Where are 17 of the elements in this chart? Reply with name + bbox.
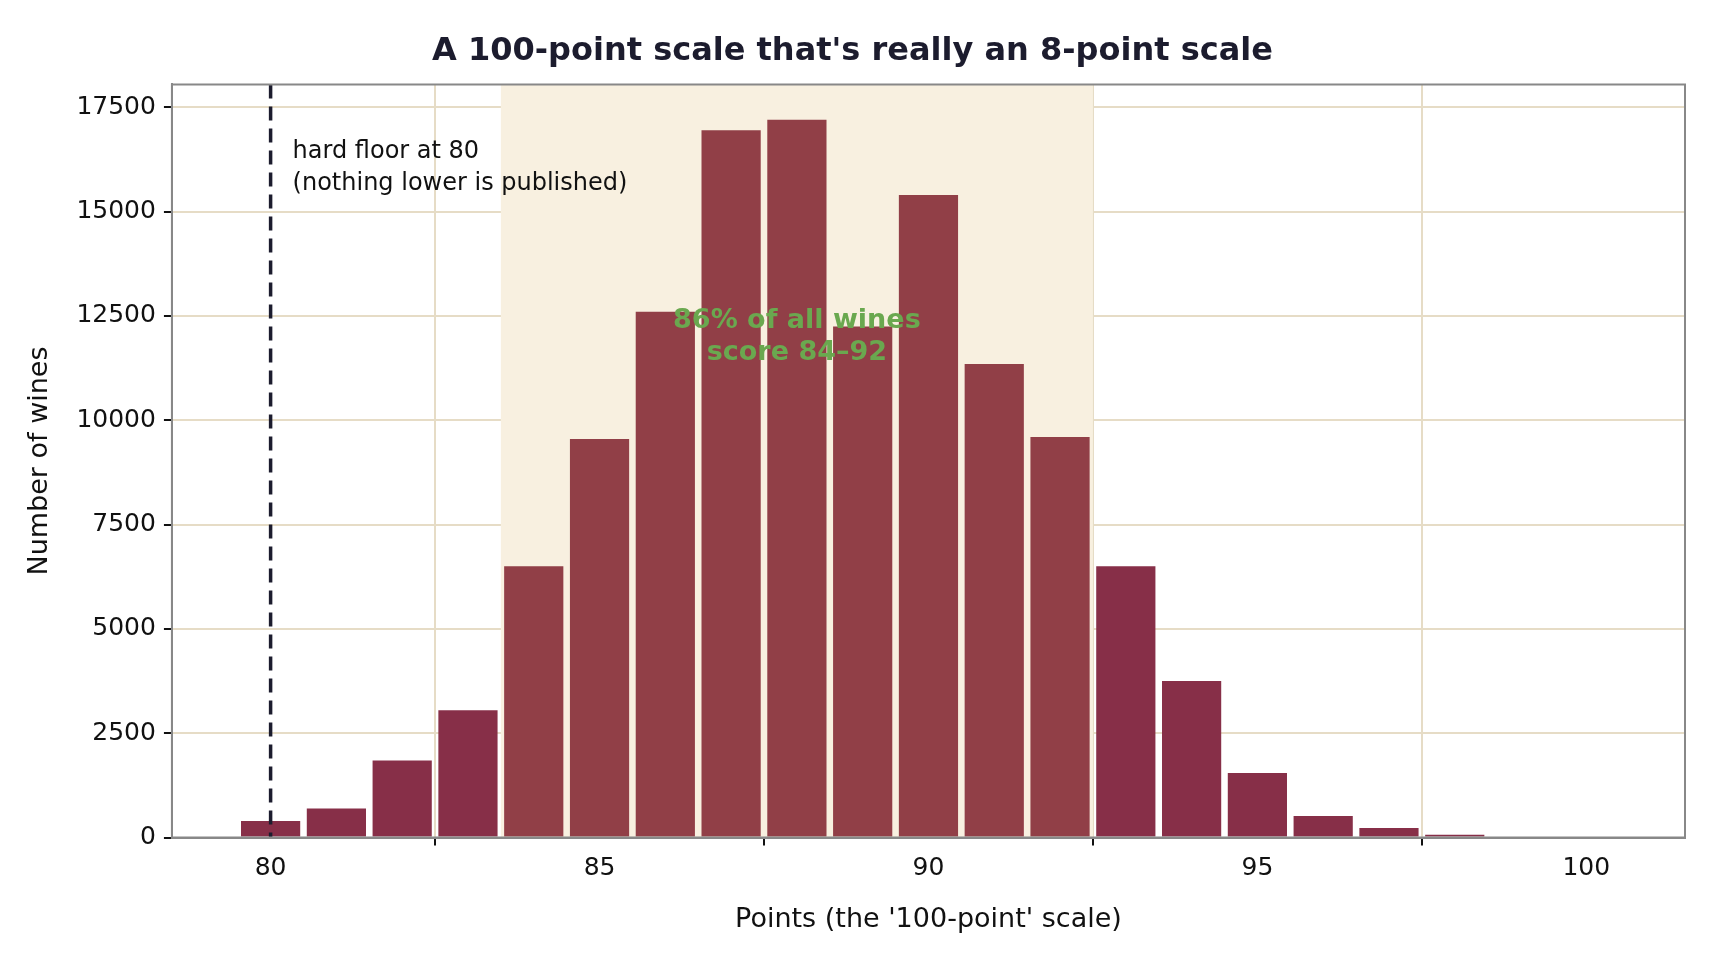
y-axis-title: Number of wines [22,346,54,576]
y-tick-label: 15000 [76,195,156,225]
y-tick-label: 0 [140,821,156,851]
x-tick-label: 100 [1562,852,1611,882]
y-tick-label: 10000 [76,403,156,433]
y-tick-label: 5000 [92,612,156,642]
x-tick-label: 95 [1241,852,1274,882]
y-tick-label: 7500 [92,508,156,538]
x-tick-label: 90 [912,852,945,882]
chart-title: A 100-point scale that's really an 8-point scale [432,29,1273,68]
y-tick-label: 12500 [76,299,156,329]
x-tick-label: 85 [583,852,616,882]
ref-line-label: hard floor at 80 (nothing lower is published) [292,135,628,196]
y-tick-label: 2500 [92,716,156,746]
x-axis-title: Points (the '100-point' scale) [735,901,1122,933]
y-tick-label: 17500 [76,90,156,120]
x-tick-label: 80 [254,852,287,882]
